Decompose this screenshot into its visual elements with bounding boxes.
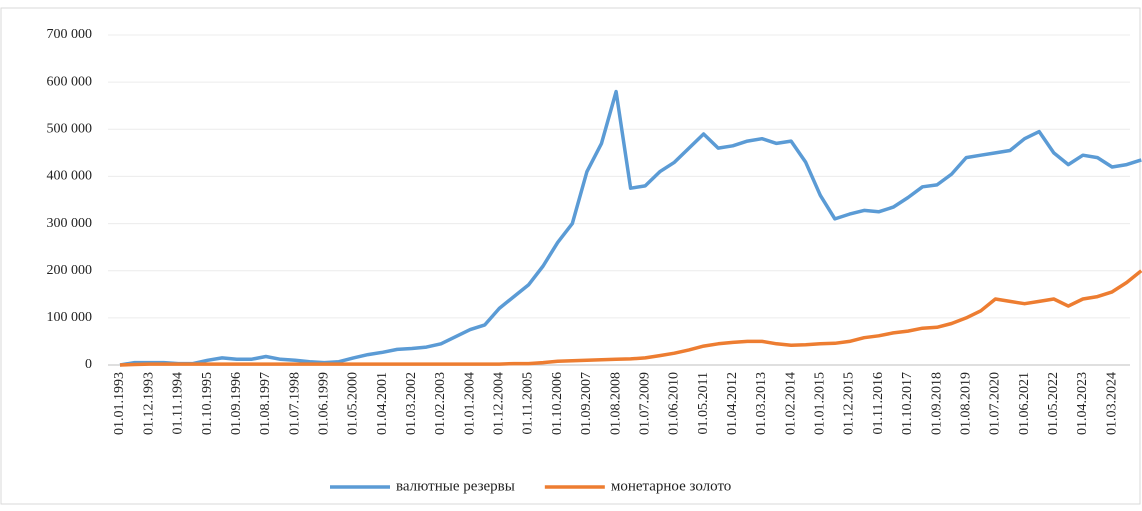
x-tick-label: 01.04.2023 (1075, 372, 1090, 435)
x-tick-label: 01.03.2024 (1104, 372, 1119, 435)
x-tick-label: 01.04.2001 (375, 372, 390, 435)
legend-label: валютные резервы (396, 478, 515, 494)
series-line (119, 269, 1142, 367)
x-tick-label: 01.07.1998 (287, 372, 302, 435)
x-tick-label: 01.08.2019 (958, 372, 973, 435)
x-tick-label: 01.10.2006 (550, 372, 565, 435)
y-tick-label: 600 000 (47, 74, 93, 89)
x-tick-label: 01.01.2015 (813, 372, 828, 435)
y-tick-label: 100 000 (47, 310, 93, 325)
x-tick-label: 01.06.1999 (316, 372, 331, 435)
x-tick-label: 01.05.2011 (696, 372, 711, 434)
chart-border (0, 7, 1141, 505)
x-tick-label: 01.05.2022 (1046, 372, 1061, 435)
x-tick-label: 01.09.2007 (579, 372, 594, 435)
x-tick-label: 01.05.2000 (346, 372, 361, 435)
x-tick-label: 01.10.2017 (900, 372, 915, 435)
x-tick-label: 01.01.2004 (462, 372, 477, 435)
x-tick-label: 01.07.2009 (637, 372, 652, 435)
x-tick-label: 01.11.2016 (871, 372, 886, 434)
x-tick-label: 01.11.2005 (521, 372, 536, 434)
legend-label: монетарное золото (611, 478, 731, 494)
x-tick-label: 01.06.2021 (1017, 372, 1032, 435)
x-tick-label: 01.06.2010 (667, 372, 682, 435)
x-tick-label: 01.10.1995 (200, 372, 215, 435)
x-tick-label: 01.09.2018 (929, 372, 944, 435)
y-tick-label: 500 000 (47, 122, 93, 137)
x-tick-label: 01.07.2020 (988, 372, 1003, 435)
x-tick-label: 01.12.1993 (141, 372, 156, 435)
y-tick-label: 400 000 (47, 169, 93, 184)
x-tick-label: 01.12.2004 (492, 372, 507, 435)
x-tick-label: 01.04.2012 (725, 372, 740, 435)
legend: валютные резервы монетарное золото (330, 478, 731, 494)
x-tick-label: 01.03.2002 (404, 372, 419, 435)
x-tick-label: 01.02.2014 (783, 372, 798, 435)
x-tick-label: 01.01.1993 (112, 372, 127, 435)
y-tick-label: 700 000 (47, 27, 93, 42)
x-tick-label: 01.08.2008 (608, 372, 623, 435)
x-tick-label: 01.09.1996 (229, 372, 244, 435)
x-tick-label: 01.12.2015 (842, 372, 857, 435)
series-line (119, 89, 1142, 367)
x-tick-label: 01.02.2003 (433, 372, 448, 435)
y-tick-label: 300 000 (47, 216, 93, 231)
y-tick-label: 200 000 (47, 263, 93, 278)
y-tick-label: 0 (85, 357, 92, 372)
x-tick-label: 01.03.2013 (754, 372, 769, 435)
x-tick-label: 01.08.1997 (258, 372, 273, 435)
x-tick-label: 01.11.1994 (171, 372, 186, 434)
